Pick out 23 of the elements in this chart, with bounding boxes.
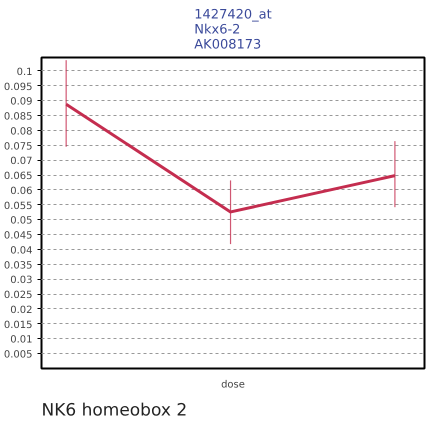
y-tick-label: 0.08 bbox=[10, 126, 32, 138]
y-tick-label: 0.01 bbox=[10, 334, 32, 346]
x-axis-title: dose bbox=[221, 380, 245, 390]
y-tick-label: 0.1 bbox=[16, 66, 33, 78]
y-tick-label: 0.04 bbox=[10, 245, 32, 256]
y-tick-label: 0.095 bbox=[4, 82, 33, 93]
y-tick-label: 0.02 bbox=[10, 304, 32, 316]
y-tick-label: 0.045 bbox=[4, 230, 33, 242]
y-tick-label: 0.06 bbox=[10, 186, 32, 197]
y-tick-label: 0.07 bbox=[10, 156, 32, 168]
y-tick-label: 0.005 bbox=[4, 350, 33, 361]
chart-title: 1427420_at Nkx6-2 AK008173 bbox=[194, 8, 272, 52]
y-tick-label: 0.025 bbox=[4, 290, 33, 302]
y-tick-label: 0.055 bbox=[4, 200, 33, 212]
y-tick-label: 0.085 bbox=[4, 112, 33, 123]
y-tick-label: 0.05 bbox=[10, 216, 32, 227]
y-tick-label: 0.075 bbox=[4, 141, 33, 152]
y-tick-label: 0.03 bbox=[10, 275, 32, 286]
y-tick-label: 0.09 bbox=[10, 96, 32, 108]
text: NK6 homeobox 2 bbox=[42, 400, 188, 420]
y-tick-label: 0.065 bbox=[4, 171, 33, 182]
y-tick-label: 0.015 bbox=[4, 320, 33, 331]
y-tick-label: 0.035 bbox=[4, 260, 33, 272]
